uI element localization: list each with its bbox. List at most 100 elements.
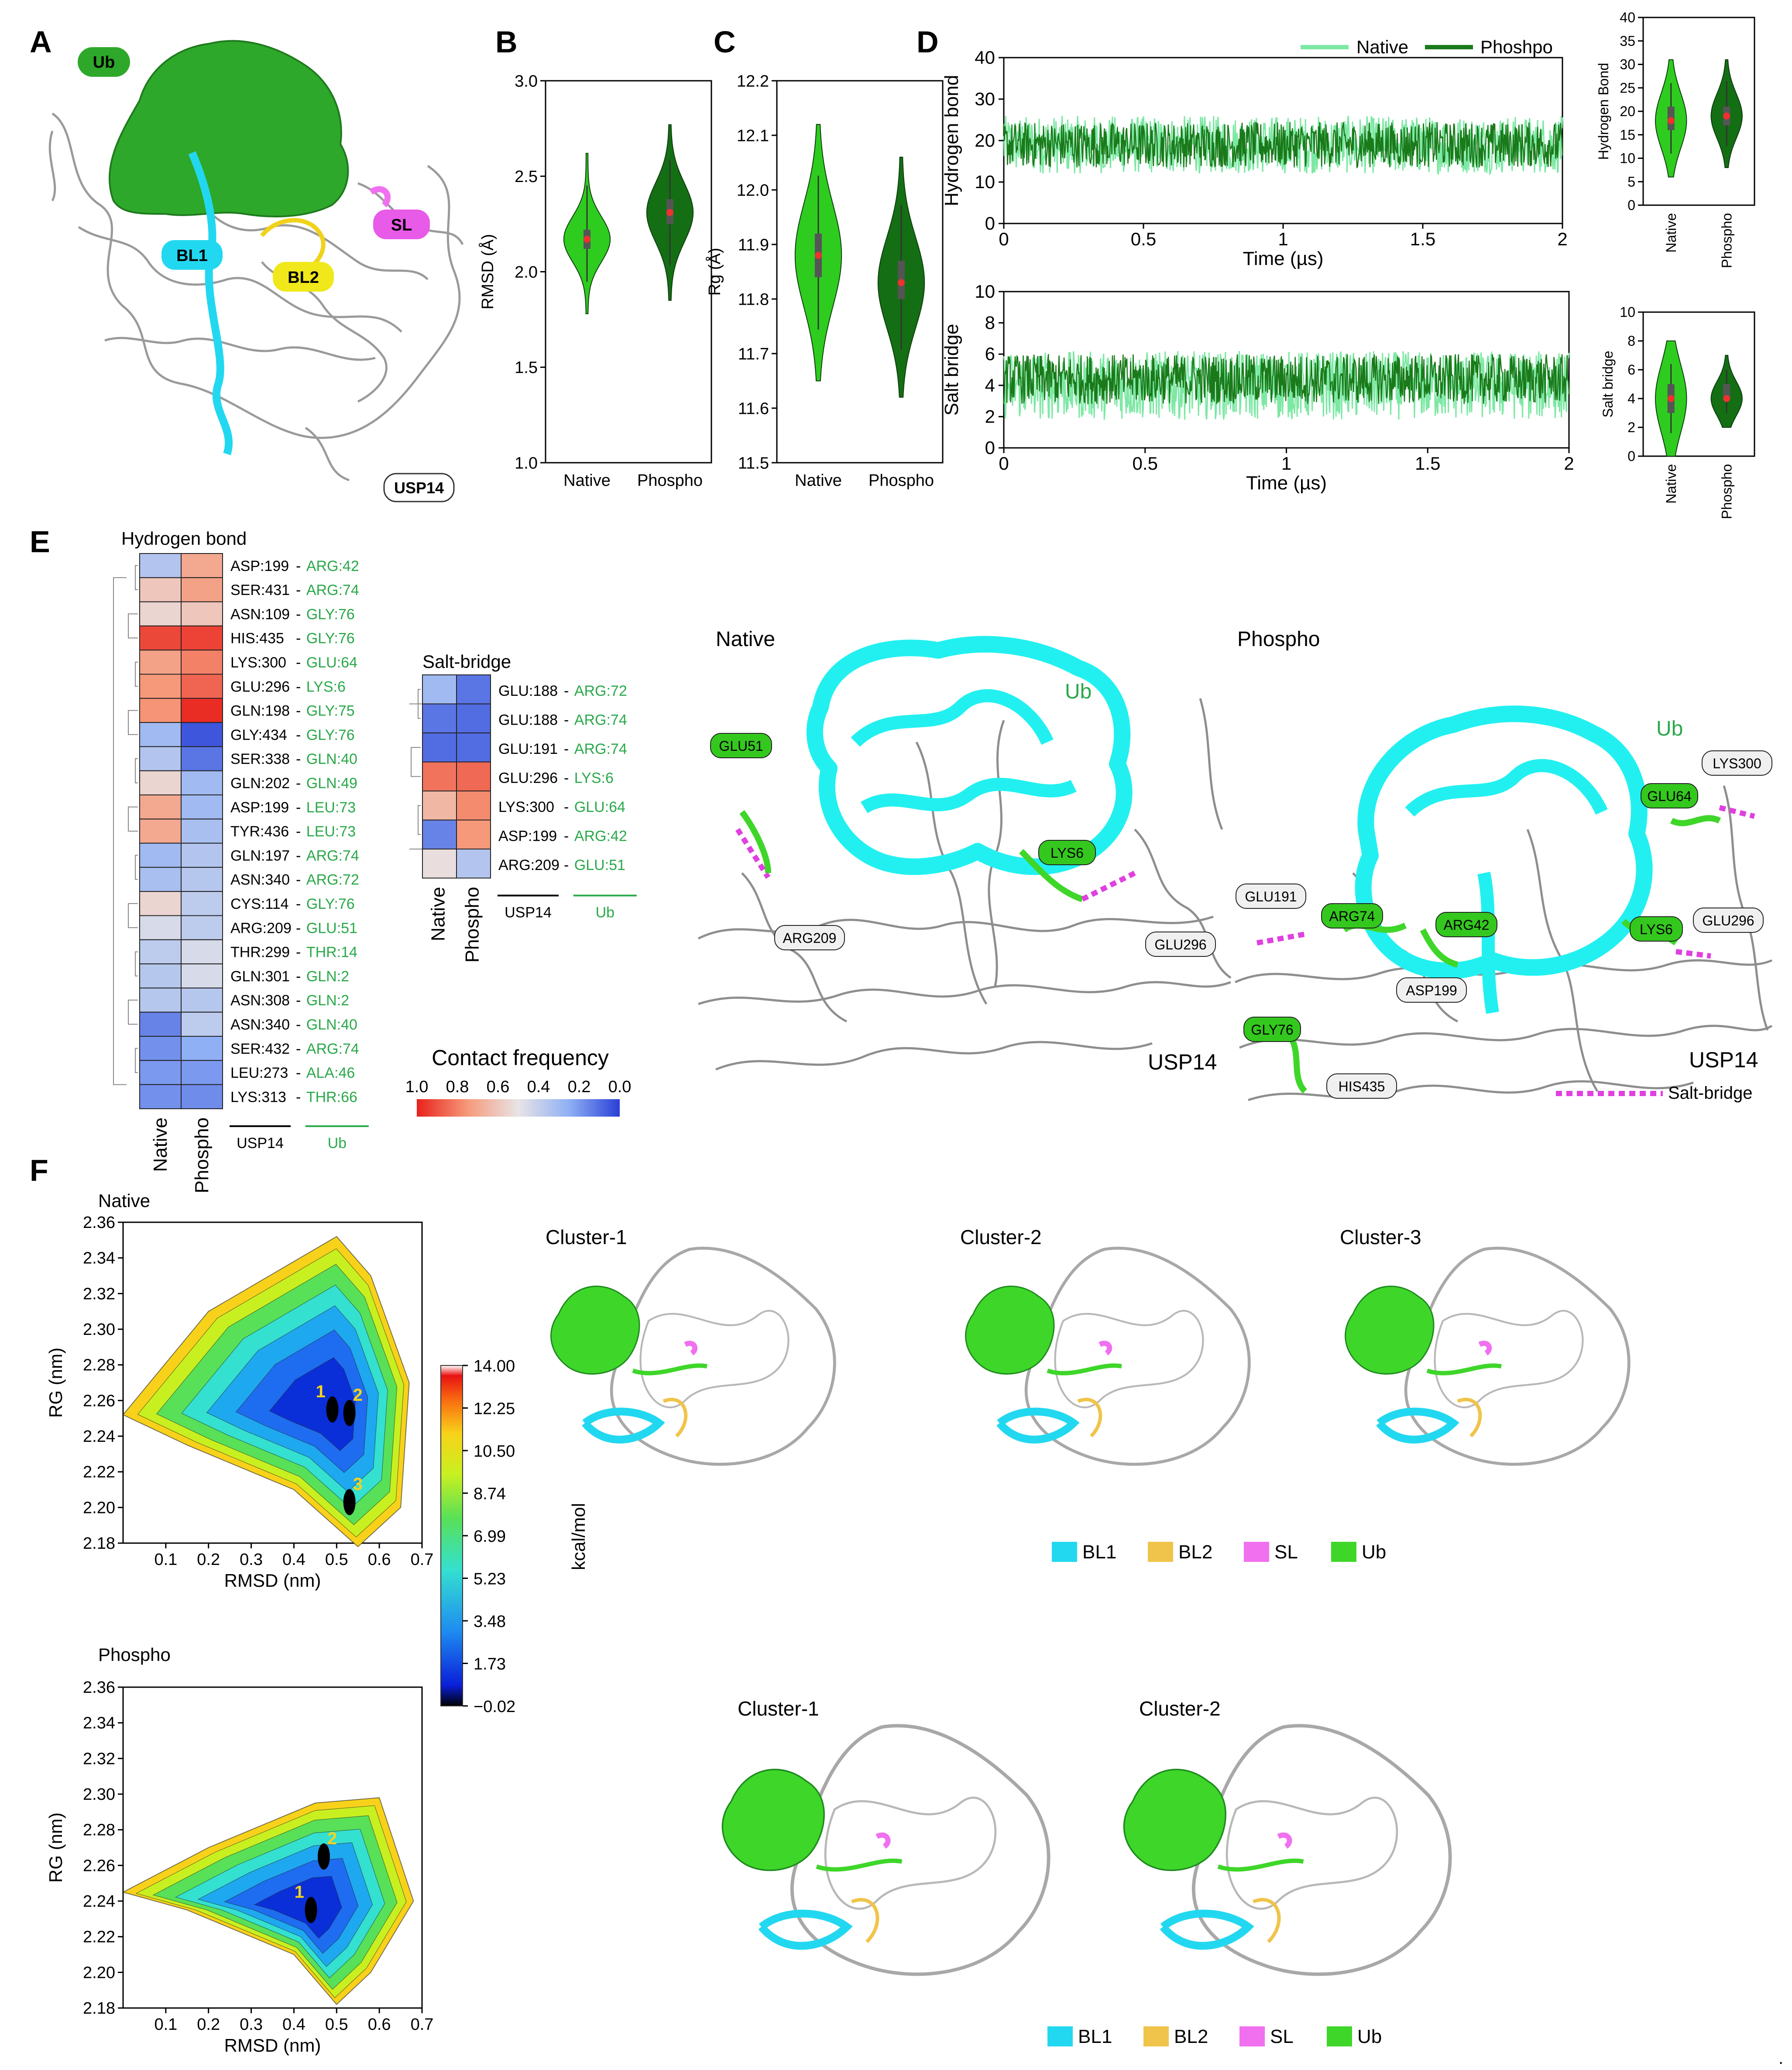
row-label-ub: LYS:6 (574, 770, 614, 786)
row-label-sep: - (564, 683, 569, 699)
y-tick-label: 2.28 (83, 1821, 115, 1840)
column-label: Native (428, 887, 449, 942)
column-label: Phospho (191, 1118, 213, 1193)
heatmap-cell (181, 963, 223, 989)
y-tick-label: 11.7 (738, 345, 769, 363)
row-label-sep: - (296, 775, 301, 792)
ub-group-label: Ub (596, 904, 614, 921)
native-glu51-tag (710, 733, 772, 758)
row-label-usp: LYS:300 (498, 799, 554, 815)
phospho-glu64-label: GLU64 (1647, 788, 1691, 804)
y-tick-label: 8 (985, 313, 995, 333)
native-ub-label: Ub (1065, 680, 1092, 703)
x-category-label: Native (563, 471, 611, 490)
x-axis-label: RMSD (nm) (224, 2035, 321, 2056)
native-glu51-label: GLU51 (719, 738, 763, 754)
ub-cartoon (721, 1768, 825, 1871)
bl2-loop (1253, 1898, 1281, 1943)
x-category-label: Phospho (1719, 464, 1734, 519)
x-category-label: Phospho (1719, 213, 1734, 268)
d-legend: Native Phoshpo (1301, 37, 1553, 57)
phospho-glu296-label: GLU296 (1702, 913, 1754, 928)
colorbar-tick-label: 0.8 (446, 1078, 469, 1096)
bl1-loop (582, 1407, 665, 1444)
row-label-usp: GLY:434 (230, 727, 287, 743)
y-tick-label: 10 (975, 172, 995, 192)
y-tick-label: 2.22 (83, 1928, 115, 1946)
energy-minimum (343, 1399, 356, 1426)
phospho-glu64-stick (1670, 815, 1721, 826)
energy-tick-label: −0.02 (474, 1698, 515, 1716)
legend-swatch-sl (1244, 1542, 1269, 1562)
row-label-ub: GLN:49 (306, 775, 357, 792)
y-axis-label: Hydrogen bond (941, 75, 962, 206)
chart-c: 11.5 11.6 11.7 11.8 11.9 12.0 12.1 12.2 Rg (Å) Na… (705, 72, 944, 490)
cluster-legend-native: BL1 BL2 SL Ub (1052, 1541, 1386, 1563)
x-tick-label: 1 (1281, 453, 1291, 474)
row-label-sep: - (296, 606, 301, 622)
usp14-group-label: USP14 (237, 1135, 284, 1152)
dendrogram-root (113, 577, 127, 1085)
dendrogram-branch (128, 710, 138, 735)
heatmap-cell (139, 915, 182, 940)
x-tick-label: 0.3 (240, 2015, 263, 2034)
legend-swatch-bl2 (1143, 2026, 1169, 2046)
y-tick-label: 10 (1620, 304, 1635, 320)
x-tick-label: 0.7 (411, 1551, 434, 1569)
phospho-glu64-tag (1641, 783, 1698, 808)
panel-label-f: F (30, 1153, 48, 1187)
legend-swatch-bl1 (1047, 2026, 1073, 2046)
series-line-phoshpo (1003, 122, 1563, 169)
phospho-arg42-label: ARG42 (1444, 917, 1490, 933)
row-label-ub: GLU:64 (306, 654, 357, 671)
cluster-phospho-structure-2 (1123, 1724, 1452, 1976)
heatmap-cell (181, 601, 223, 626)
row-label-sep: - (296, 1065, 301, 1081)
heatmap-cell (422, 703, 457, 733)
chart-d-hbond-violin: 0 5 10 15 20 25 30 35 40 Hydrogen Bond Native Phosp… (1596, 10, 1755, 268)
salt-bridge-legend-label: Salt-bridge (1668, 1083, 1752, 1103)
heatmap-cell (139, 601, 182, 626)
native-arg209-label: ARG209 (783, 930, 837, 946)
column-label: Native (150, 1118, 171, 1172)
y-tick-label: 2.32 (83, 1750, 115, 1768)
row-label-ub: ARG:72 (306, 872, 359, 888)
heatmap-cell (139, 650, 182, 675)
heatmap-cell (139, 722, 182, 747)
x-tick-label: 0.2 (197, 2015, 220, 2034)
native-ub-strand-2 (861, 777, 1077, 814)
phospho-asp199-tag (1396, 977, 1467, 1003)
bl2-label: BL2 (288, 268, 319, 287)
heatmap-cell (139, 867, 182, 892)
x-category-label: Phospho (637, 471, 703, 490)
y-tick-label: 0 (985, 213, 995, 234)
y-tick-label: 12.1 (737, 127, 769, 145)
row-label-usp: ARG:209 (498, 857, 560, 873)
heatmap-cell (422, 674, 457, 705)
phospho-asp199-label: ASP199 (1406, 983, 1457, 998)
row-label-ub: THR:66 (306, 1089, 357, 1105)
row-label-sep: - (564, 828, 569, 844)
native-usp14-label: USP14 (1148, 1050, 1217, 1074)
row-label-sep: - (296, 920, 301, 936)
sl-loop (875, 1832, 891, 1849)
y-tick-label: 2.32 (83, 1285, 115, 1303)
violin-median (1667, 117, 1675, 124)
legend-label-bl1: BL1 (1082, 1541, 1116, 1563)
heatmap-cell (181, 842, 223, 868)
heatmap-cell (139, 963, 182, 989)
y-tick-label: 10 (1620, 151, 1635, 166)
row-label-usp: GLN:198 (230, 703, 290, 719)
contact-colorbar-title: Contact frequency (432, 1045, 609, 1070)
x-tick-label: 1.5 (1415, 453, 1440, 474)
minimum-label: 2 (353, 1386, 363, 1405)
x-tick-label: 0.5 (325, 1551, 348, 1569)
row-label-usp: ASP:199 (230, 799, 289, 816)
energy-colorbar: 14.00 12.25 10.50 8.74 6.99 5.23 3.48 1.73 −0.02… (440, 1357, 589, 1716)
x-tick-label: 0.1 (154, 1551, 177, 1569)
panel-label-d: D (917, 25, 939, 59)
bl2-loop (663, 1398, 688, 1437)
phospho-arg74-tag (1321, 903, 1383, 928)
heatmap-cell (181, 625, 223, 651)
